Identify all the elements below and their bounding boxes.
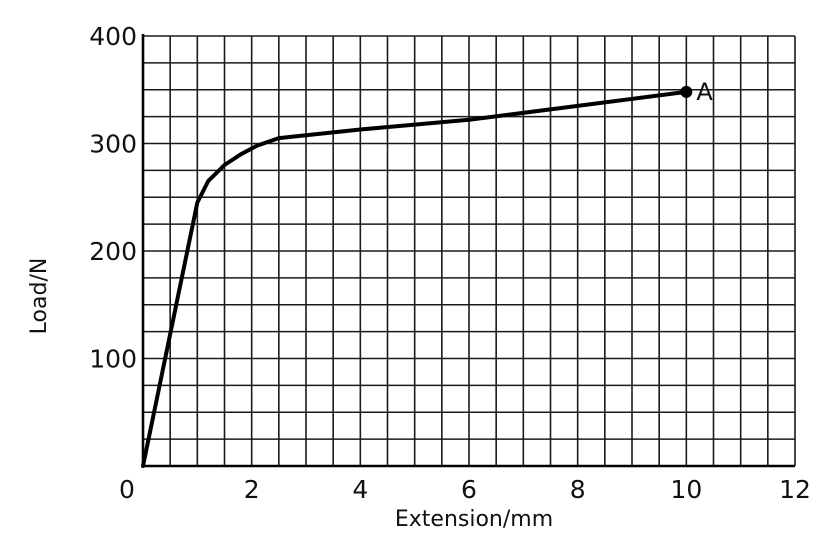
point-a-marker bbox=[680, 85, 693, 98]
y-tick-label: 200 bbox=[89, 237, 137, 266]
x-tick-label: 2 bbox=[244, 475, 260, 504]
grid bbox=[142, 35, 796, 467]
y-tick-label: 400 bbox=[89, 22, 137, 51]
y-tick-label: 300 bbox=[89, 130, 137, 159]
axes bbox=[141, 34, 795, 468]
x-tick-label: 8 bbox=[570, 475, 586, 504]
x-tick-label: 0 bbox=[119, 475, 135, 504]
x-tick-label: 6 bbox=[461, 475, 477, 504]
x-axis-title: Extension/mm bbox=[395, 507, 553, 532]
y-tick-labels: 100 200 300 400 bbox=[89, 22, 137, 374]
x-tick-labels: 0 2 4 6 8 10 12 bbox=[119, 475, 811, 504]
series bbox=[141, 89, 689, 468]
point-a-label: A bbox=[696, 78, 713, 106]
x-tick-label: 10 bbox=[670, 475, 702, 504]
x-tick-label: 12 bbox=[779, 475, 811, 504]
y-axis-title: Load/N bbox=[27, 258, 52, 335]
y-tick-label: 100 bbox=[89, 345, 137, 374]
load-extension-curve bbox=[141, 89, 689, 468]
x-tick-label: 4 bbox=[352, 475, 368, 504]
point-marker-group: A bbox=[680, 78, 713, 106]
